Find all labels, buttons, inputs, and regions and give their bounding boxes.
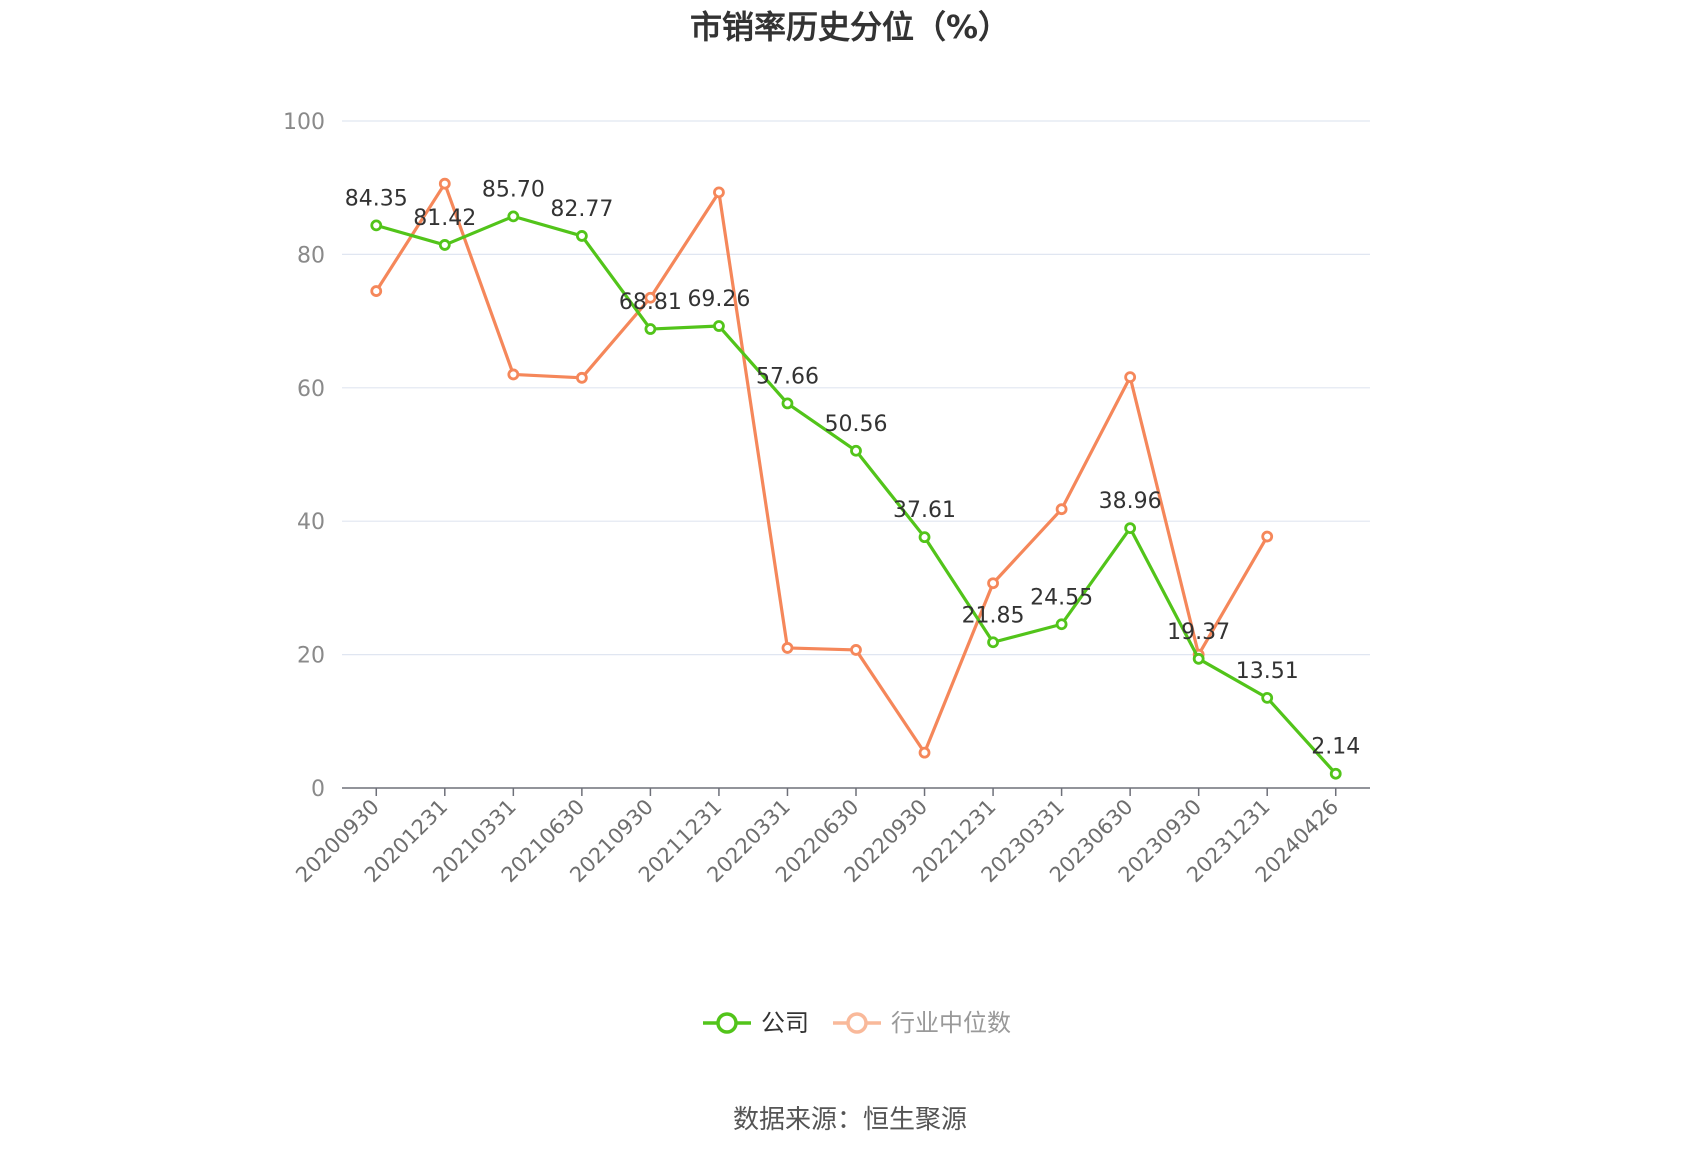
y-tick-label: 40 xyxy=(297,510,325,535)
data-point[interactable] xyxy=(370,285,383,297)
legend-label: 公司 xyxy=(761,1009,809,1037)
data-source: 数据来源：恒生聚源 xyxy=(733,1105,967,1135)
data-point[interactable] xyxy=(918,531,931,544)
data-label: 2.14 xyxy=(1311,735,1360,760)
data-point[interactable] xyxy=(438,177,451,190)
data-label: 50.56 xyxy=(825,412,888,437)
data-point[interactable] xyxy=(1124,522,1137,535)
data-point[interactable] xyxy=(644,291,657,304)
legend-item-0[interactable]: 公司 xyxy=(703,1009,809,1037)
data-point[interactable] xyxy=(987,577,999,590)
data-point[interactable] xyxy=(918,746,931,759)
series-line-1 xyxy=(374,182,1269,755)
data-point[interactable] xyxy=(507,210,520,223)
legend[interactable]: 公司 行业中位数 xyxy=(703,1009,1011,1037)
series-line-0 xyxy=(375,214,1337,775)
legend-item-1[interactable]: 行业中位数 xyxy=(833,1009,1011,1037)
legend-circle-icon xyxy=(716,1012,738,1034)
data-label: 81.42 xyxy=(413,206,476,231)
series-layer xyxy=(370,177,1342,780)
y-tick-label: 100 xyxy=(283,110,325,135)
data-point[interactable] xyxy=(987,636,999,649)
data-point[interactable] xyxy=(575,230,588,242)
y-tick-label: 80 xyxy=(297,243,325,268)
data-label: 82.77 xyxy=(550,197,613,222)
data-label: 21.85 xyxy=(962,603,1025,628)
data-label: 84.35 xyxy=(345,186,408,211)
data-point[interactable] xyxy=(1055,618,1068,631)
data-label: 69.26 xyxy=(687,287,750,312)
data-point[interactable] xyxy=(781,397,794,410)
legend-circle-icon xyxy=(846,1012,868,1034)
data-label: 68.81 xyxy=(619,290,682,315)
x-axis: 2020093020201231202103312021063020210930… xyxy=(291,787,1370,887)
data-label: 85.70 xyxy=(482,177,545,202)
data-point[interactable] xyxy=(1192,652,1205,665)
data-point[interactable] xyxy=(850,644,862,656)
data-label: 24.55 xyxy=(1030,585,1093,610)
data-point[interactable] xyxy=(1261,691,1274,704)
y-tick-label: 20 xyxy=(297,644,325,669)
data-point[interactable] xyxy=(1055,503,1068,516)
data-point[interactable] xyxy=(713,320,725,332)
data-point[interactable] xyxy=(1329,767,1342,780)
data-label: 38.96 xyxy=(1099,489,1162,514)
data-point[interactable] xyxy=(438,239,451,251)
data-label: 13.51 xyxy=(1236,659,1299,684)
data-point[interactable] xyxy=(1261,530,1274,543)
y-axis-ticks: 0 20 40 60 80 100 xyxy=(283,110,325,802)
y-tick-label: 0 xyxy=(311,777,325,802)
data-point[interactable] xyxy=(370,219,383,232)
data-point[interactable] xyxy=(850,444,862,457)
data-point[interactable] xyxy=(507,368,520,381)
data-label: 19.37 xyxy=(1167,620,1230,645)
legend-label: 行业中位数 xyxy=(891,1009,1011,1037)
data-point[interactable] xyxy=(713,186,725,199)
data-point[interactable] xyxy=(781,642,794,654)
data-point[interactable] xyxy=(1124,371,1137,384)
data-label: 37.61 xyxy=(893,498,956,523)
data-label: 57.66 xyxy=(756,364,819,389)
data-point[interactable] xyxy=(644,323,657,335)
y-tick-label: 60 xyxy=(297,377,325,402)
data-point[interactable] xyxy=(575,371,588,384)
chart-title: 市销率历史分位（%） xyxy=(690,8,1010,46)
